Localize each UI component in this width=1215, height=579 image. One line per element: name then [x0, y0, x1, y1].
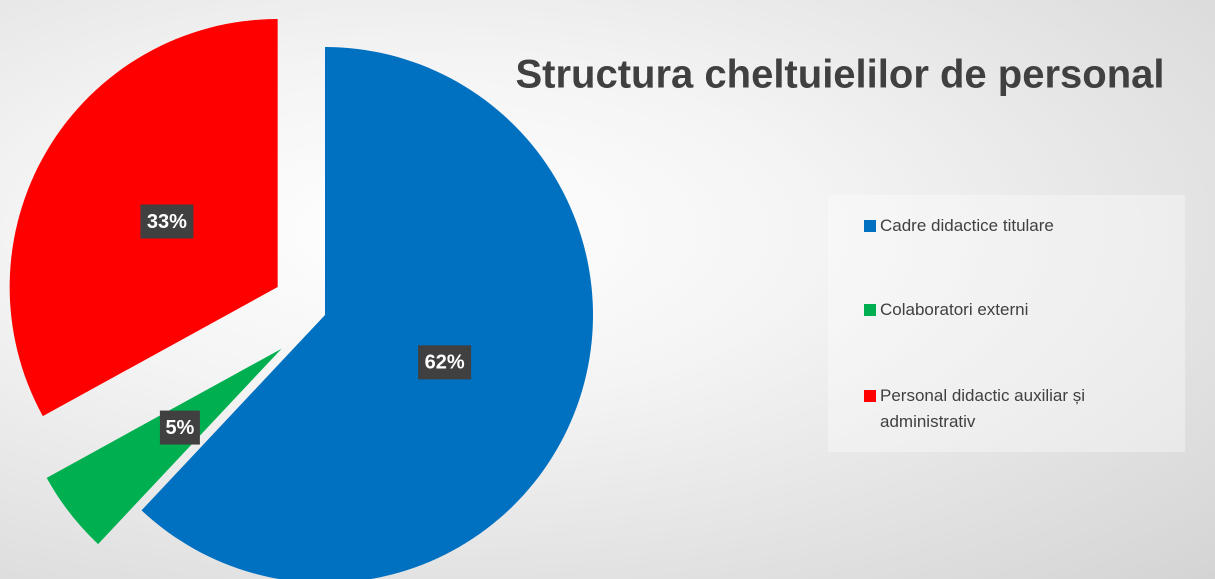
legend-label: Personal didactic auxiliar și administra… — [880, 386, 1086, 431]
legend: Cadre didactice titulare Colaboratori ext… — [828, 195, 1185, 452]
legend-label: Cadre didactice titulare — [880, 216, 1054, 235]
data-label: 5% — [165, 417, 194, 439]
data-label-bg — [159, 410, 200, 445]
chart-title: Structura cheltuielilor de personal — [515, 53, 1164, 97]
legend-swatch — [864, 220, 876, 232]
legend-label: Colaboratori externi — [880, 300, 1029, 319]
pie-slice — [46, 348, 282, 545]
pie-slice — [141, 47, 593, 579]
data-label: 33% — [147, 211, 187, 233]
legend-item: Personal didactic auxiliar și administra… — [864, 383, 1170, 435]
legend-swatch — [864, 304, 876, 316]
legend-item: Cadre didactice titulare — [864, 213, 1170, 239]
data-label-bg — [418, 345, 472, 380]
legend-item: Colaboratori externi — [864, 297, 1170, 323]
data-label-bg — [140, 204, 194, 239]
data-label: 62% — [425, 352, 465, 374]
legend-swatch — [864, 390, 876, 402]
